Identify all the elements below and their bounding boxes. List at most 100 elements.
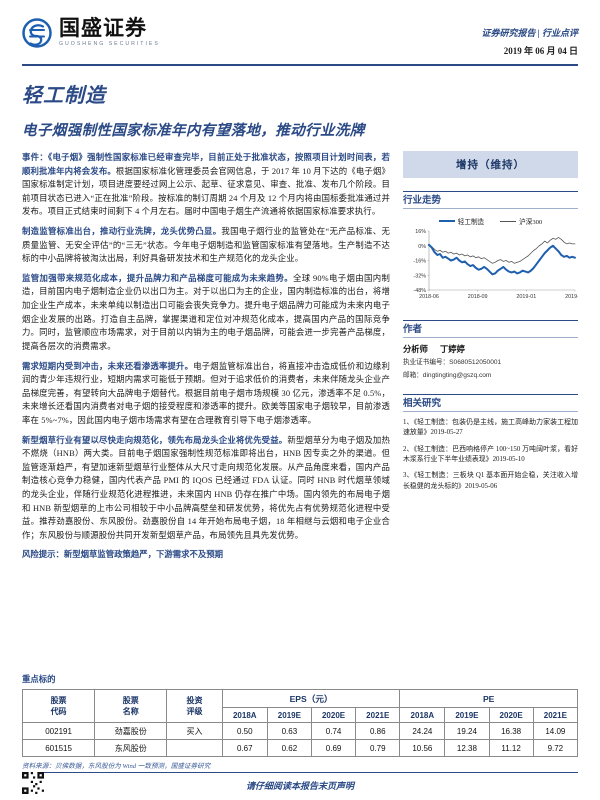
paragraph-demand-lead: 需求短期内受到冲击，未来还看渗透率提升。 (22, 361, 194, 371)
research-link-2[interactable]: 2、《轻工制造：巴西响格停产 100~150 万吨阔叶浆，看好木浆系行业下半年业… (403, 445, 578, 463)
sidebar: 增持（维持） 行业走势 轻工制造 沪深300 16% 0% -16% -32% -48%… (403, 151, 578, 562)
cell-eps-2018A: 0.67 (221, 739, 268, 757)
th-eps-2018a: 2018A (221, 707, 268, 723)
cell-stock-rating: 买入 (166, 722, 223, 740)
th-pe-2019e: 2019E (444, 707, 490, 723)
cell-pe-2018A: 10.56 (399, 739, 446, 757)
legend-label-sector: 轻工制造 (457, 219, 485, 226)
key-stocks-block: 重点标的 股票 代码 股票 名称 投资 评级 EPS（元） PE 2018A 2019… (21, 668, 579, 770)
x-tick-1: 2018-09 (468, 294, 488, 300)
key-stocks-table: 股票 代码 股票 名称 投资 评级 EPS（元） PE 2018A 2019E 202… (21, 689, 579, 757)
footer-row: 请仔细阅读本报告末页声明 (22, 772, 578, 794)
cell-pe-2020E: 11.12 (488, 739, 534, 757)
legend-item-benchmark: 沪深300 (500, 216, 542, 226)
paragraph-demand: 需求短期内受到冲击，未来还看渗透率提升。电子烟监管标准出台，将直接冲击造成低价和… (22, 360, 390, 428)
paragraph-industry: 新型烟草行业有望以尽快走向规范化，领先布局龙头企业将优先受益。新型烟草分为电子烟… (22, 434, 390, 543)
sector-title: 轻工制造 (22, 85, 106, 107)
cell-eps-2019E: 0.63 (266, 722, 312, 740)
header-divider (22, 64, 578, 66)
trend-chart-plot: 16% 0% -16% -32% -48%2018-06 2018-09 2019-01 20… (413, 229, 578, 300)
th-stock-code: 股票 代码 (21, 689, 96, 723)
th-stock-name-line: 股票 (122, 696, 139, 705)
legend-item-sector: 轻工制造 (438, 216, 485, 226)
th-rating: 投资 评级 (166, 689, 223, 723)
related-research-section: 相关研究 (403, 393, 578, 412)
industry-trend-section: 行业走势 (403, 191, 578, 209)
cell-pe-2021E: 9.72 (532, 739, 579, 757)
research-link-3[interactable]: 3、《轻工制造：三板块 Q1 基本面开始企稳，关注收入增长稳健的龙头标的》201… (403, 472, 578, 490)
cell-pe-2019E: 19.24 (444, 722, 490, 740)
cell-pe-2018A: 24.24 (399, 722, 446, 740)
cell-stock-code: 601515 (21, 739, 96, 757)
brand-name-cn: 国盛证券 (59, 16, 147, 41)
report-date: 2019 年 06 月 04 日 (503, 46, 578, 56)
main-column: 事件：《电子烟》强制性国家标准已经审查完毕，目前正处于批准状态，按照项目计划时间… (22, 151, 390, 562)
cell-eps-2018A: 0.50 (221, 722, 268, 740)
content-columns: 事件：《电子烟》强制性国家标准已经审查完毕，目前正处于批准状态，按照项目计划时间… (22, 151, 578, 562)
y-tick-1: 0% (418, 244, 426, 250)
th-stock-code-line: 股票 (50, 696, 67, 705)
th-stock-code-line: 代码 (50, 707, 67, 716)
y-tick-3: -32% (413, 273, 426, 279)
brand-name-en: GUOSHENG SECURITIES (59, 41, 160, 48)
report-kind: 证券研究报告 | 行业点评 (481, 28, 578, 38)
qr-code-icon (22, 772, 44, 794)
y-tick-2: -16% (413, 259, 426, 265)
series-line-sector (428, 243, 576, 276)
table-row[interactable]: 601515 东风股份 0.67 0.62 0.69 0.79 10.56 12.38 11.1… (21, 739, 579, 757)
x-tick-2: 2019-01 (516, 294, 536, 300)
analyst-role: 分析师 (403, 345, 428, 354)
paragraph-event: 事件：《电子烟》强制性国家标准已经审查完毕，目前正处于批准状态，按照项目计划时间… (22, 151, 390, 219)
x-tick-0: 2018-06 (419, 294, 439, 300)
y-tick-4: -48% (413, 288, 426, 294)
author-section: 作者 (403, 320, 578, 338)
legend-swatch-sector (438, 219, 455, 223)
table-header-row-1: 股票 代码 股票 名称 投资 评级 EPS（元） PE (21, 689, 578, 723)
cell-pe-2020E: 16.38 (488, 722, 534, 740)
risk-warning: 风险提示：新型烟草监管政策趋严，下游需求不及预期 (22, 550, 223, 560)
industry-trend-chart: 轻工制造 沪深300 16% 0% -16% -32% -48% 2018-06 2018-… (403, 216, 578, 307)
paragraph-event-text: 根据国家标准化管理委员会官网信息，于 2017 年 10 月下达的《电子烟》国家… (22, 166, 391, 217)
footer-divider (22, 772, 578, 773)
cell-stock-name: 劲嘉股份 (94, 722, 168, 740)
paragraph-cost: 监管加强带来规范化成本，提升品牌力和产品梯度可能成为未来趋势。全球 90%电子烟… (22, 272, 390, 354)
guosheng-logo-icon (22, 18, 52, 48)
analyst-license: 执业证书编号：S0680512050001 (403, 359, 502, 366)
cell-eps-2020E: 0.69 (310, 739, 357, 757)
th-stock-name-line: 名称 (122, 707, 139, 716)
paragraph-regulation-lead: 制造监管标准出台，推动行业洗牌，龙头优势凸显。 (22, 227, 222, 237)
legend-swatch-benchmark (500, 220, 517, 222)
th-stock-name: 股票 名称 (94, 689, 168, 723)
analyst-name: 丁婷婷 (439, 345, 465, 354)
cell-eps-2021E: 0.79 (355, 739, 401, 757)
legend-label-benchmark: 沪深300 (519, 219, 543, 226)
paragraph-regulation: 制造监管标准出台，推动行业洗牌，龙头优势凸显。我国电子烟行业的监管处在“无产品标… (22, 225, 390, 266)
author-section-title: 作者 (403, 321, 578, 338)
table-row[interactable]: 002191 劲嘉股份 买入 0.50 0.63 0.74 0.86 24.24 19.24 16… (21, 722, 579, 740)
x-tick-3: 2019-05 (565, 294, 578, 300)
header-meta: 证券研究报告 | 行业点评 2019 年 06 月 04 日 (482, 18, 578, 57)
th-rating-line: 投资 (186, 696, 203, 705)
research-link-1[interactable]: 1、《轻工制造：包装仍是主线，施工高峰助力家装工程加速放量》2019-05-27 (403, 418, 578, 437)
cell-eps-2020E: 0.74 (310, 722, 357, 740)
paragraph-industry-lead: 新型烟草行业有望以尽快走向规范化，领先布局龙头企业将优先受益。 (22, 435, 288, 445)
cell-stock-rating (166, 739, 223, 757)
paragraph-demand-text: 电子烟监管标准出台，将直接冲击造成低价和边缘利润的青少年违规行业，短期内需求可能… (22, 361, 391, 425)
th-pe-2020e: 2020E (488, 707, 534, 723)
brand-logo: 国盛证券 GUOSHENG SECURITIES (22, 18, 160, 48)
paragraph-industry-text: 新型烟草分为电子烟及加热不燃烧（HNB）两大类。目前电子烟国家强制性规范标准即将… (22, 435, 390, 540)
th-eps-2020e: 2020E (310, 707, 357, 723)
table-body: 002191 劲嘉股份 买入 0.50 0.63 0.74 0.86 24.24 19.24 16… (21, 722, 579, 757)
cell-stock-code: 002191 (21, 722, 96, 740)
industry-trend-title: 行业走势 (403, 192, 578, 209)
cell-pe-2021E: 14.09 (532, 722, 579, 740)
y-tick-0: 16% (415, 229, 426, 235)
analyst-email[interactable]: 邮箱：dingtingting@gszq.com (403, 371, 492, 379)
th-pe-2018a: 2018A (399, 707, 446, 723)
report-footer: 请仔细阅读本报告末页声明 (22, 772, 578, 794)
cell-stock-name: 东风股份 (94, 739, 168, 757)
table-title: 重点标的 (22, 675, 56, 684)
paragraph-cost-lead: 监管加强带来规范化成本，提升品牌力和产品梯度可能成为未来趋势。 (22, 273, 294, 283)
chart-legend: 轻工制造 沪深300 (403, 216, 578, 226)
table-source: 资料来源：贝佛数据，东风股份为 Wind 一致预测，国盛证券研究 (22, 763, 211, 770)
